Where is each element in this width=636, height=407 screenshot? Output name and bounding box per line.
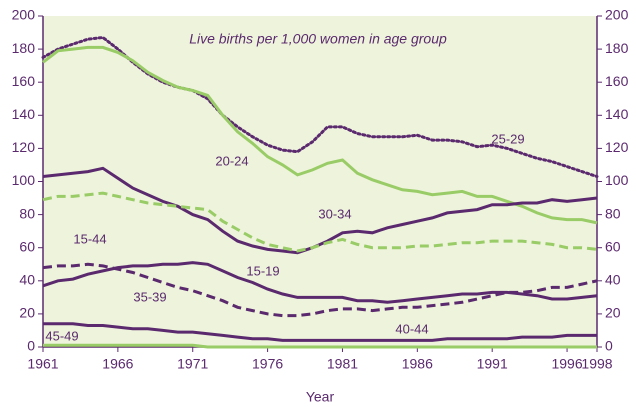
y-tick-label: 100 xyxy=(12,172,36,188)
series-label: 20-24 xyxy=(215,153,248,168)
y-tick-label-right: 100 xyxy=(605,172,629,188)
y-tick-label: 200 xyxy=(12,7,36,23)
x-tick-label: 1991 xyxy=(477,356,508,372)
y-tick-label: 180 xyxy=(12,40,36,56)
series-label: 15-44 xyxy=(73,231,106,246)
series-label: 35-39 xyxy=(133,289,166,304)
x-tick-label: 1996 xyxy=(551,356,582,372)
y-tick-label-right: 80 xyxy=(605,205,621,221)
series-line xyxy=(42,261,598,304)
x-tick-label: 1971 xyxy=(177,356,208,372)
y-tick-label-right: 140 xyxy=(605,106,629,122)
chart-title: Live births per 1,000 women in age group xyxy=(189,31,447,47)
y-tick-label-right: 60 xyxy=(605,238,621,254)
y-tick-label: 0 xyxy=(27,338,35,354)
y-tick-label: 60 xyxy=(19,238,35,254)
y-tick-label-right: 120 xyxy=(605,139,629,155)
y-tick-label-right: 20 xyxy=(605,305,621,321)
y-tick-label: 20 xyxy=(19,305,35,321)
y-tick-label-right: 180 xyxy=(605,40,629,56)
y-tick-label: 160 xyxy=(12,73,36,89)
series-line xyxy=(42,166,598,255)
y-tick-label: 120 xyxy=(12,139,36,155)
series-label: 15-19 xyxy=(246,263,279,278)
series-label: 40-44 xyxy=(395,321,428,336)
x-tick-label: 1961 xyxy=(27,356,58,372)
series-label: 25-29 xyxy=(491,131,524,146)
y-tick-label-right: 0 xyxy=(605,338,613,354)
y-tick-label: 140 xyxy=(12,106,36,122)
y-tick-label-right: 160 xyxy=(605,73,629,89)
series-line xyxy=(43,322,597,342)
x-tick-label: 1986 xyxy=(402,356,433,372)
series-line xyxy=(42,262,598,318)
series-label: 30-34 xyxy=(318,206,351,221)
x-tick-label: 1976 xyxy=(252,356,283,372)
y-tick-label: 80 xyxy=(19,205,35,221)
x-axis-label: Year xyxy=(306,389,335,405)
y-tick-label-right: 40 xyxy=(605,272,621,288)
x-tick-label: 1998 xyxy=(581,356,612,372)
x-tick-label: 1966 xyxy=(102,356,133,372)
series-line xyxy=(42,45,598,225)
y-tick-label-right: 200 xyxy=(605,7,629,23)
series-line xyxy=(42,191,598,253)
series-label: 45-49 xyxy=(45,328,78,343)
series-line xyxy=(43,343,597,349)
x-tick-label: 1981 xyxy=(327,356,358,372)
y-tick-label: 40 xyxy=(19,272,35,288)
